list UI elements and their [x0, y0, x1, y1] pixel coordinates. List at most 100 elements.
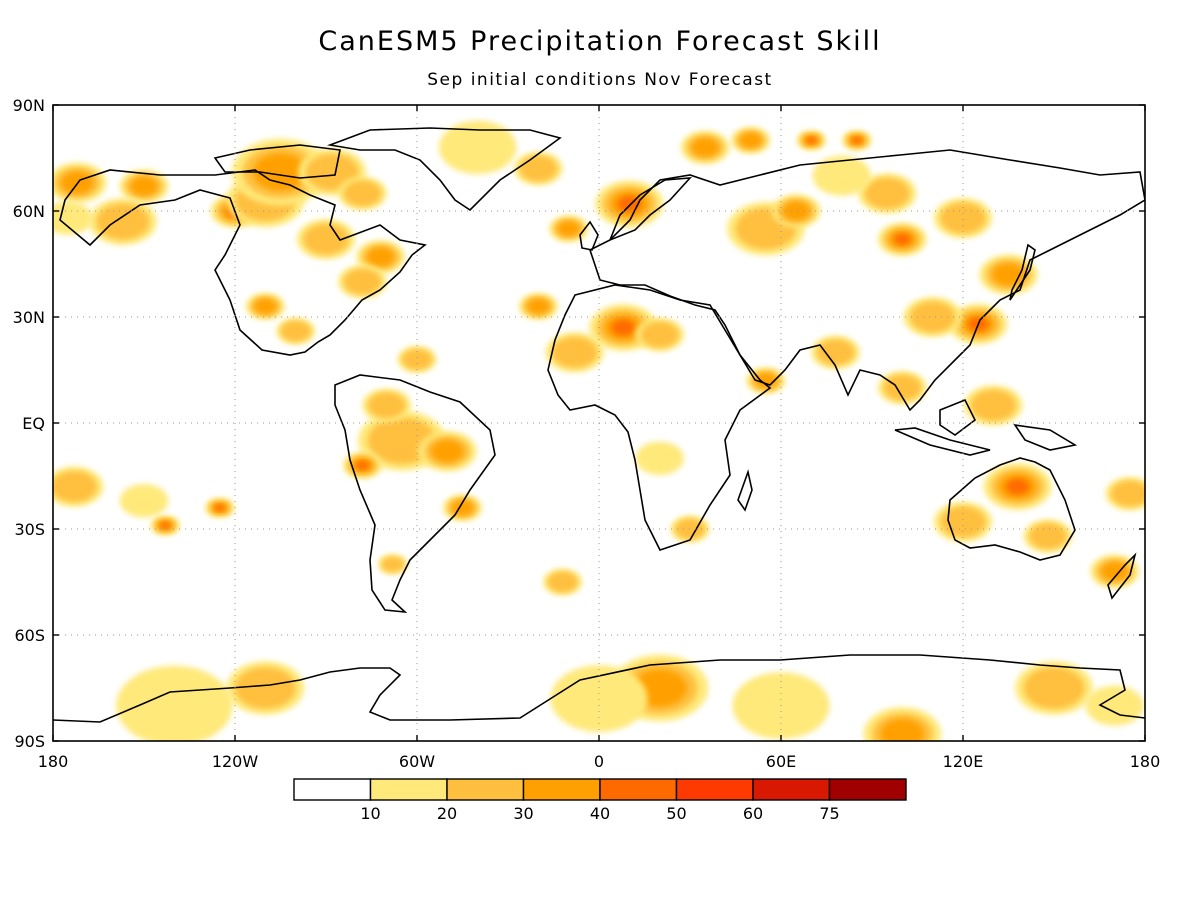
- lon-tick-label: 0: [594, 752, 604, 771]
- skill-patch-51-level-2: [940, 506, 986, 538]
- skill-patch-9-level-2: [303, 223, 349, 255]
- map-subtitle: Sep initial conditions Nov Forecast: [427, 70, 773, 90]
- lat-tick-label: 90S: [14, 732, 45, 751]
- skill-patch-33-level-3: [691, 138, 719, 157]
- coastline-greenland: [326, 127, 562, 212]
- skill-patch-57-level-2: [547, 571, 578, 593]
- skill-patch-15-level-2: [280, 320, 311, 342]
- skill-patch-38-level-3: [782, 201, 810, 221]
- skill-patch-16-level-2: [401, 348, 433, 370]
- skill-patch-12-level-1: [438, 120, 517, 175]
- lat-tick-label: 30S: [14, 520, 45, 539]
- coastline-eurasia: [589, 149, 1145, 412]
- skill-patch-36-level-4: [851, 136, 862, 144]
- skill-patch-11-level-2: [343, 268, 382, 295]
- colorbar-label: 40: [590, 804, 610, 823]
- skill-patch-63-level-3: [880, 718, 925, 741]
- skill-patch-6-level-3: [253, 153, 308, 191]
- colorbar-label: 30: [513, 804, 533, 823]
- lon-tick-label: 60W: [399, 752, 435, 771]
- colorbar-label: 60: [743, 804, 763, 823]
- coastline-uk: [579, 220, 599, 251]
- skill-patch-13-level-2: [519, 155, 558, 182]
- coastline-africa: [547, 284, 772, 551]
- skill-patch-42-level-2: [940, 202, 986, 234]
- colorbar-label: 10: [360, 804, 380, 823]
- skill-patch-30-level-2: [640, 321, 679, 348]
- colorbar-swatch-6: [752, 778, 831, 801]
- skill-patch-48-level-2: [883, 374, 922, 401]
- skill-patch-49-level-2: [970, 389, 1017, 421]
- skill-patch-20-level-4: [355, 460, 370, 470]
- skill-patch-14-level-3: [254, 298, 277, 314]
- skill-patch-23-level-2: [53, 470, 97, 503]
- grid-lines: [53, 105, 1145, 741]
- skill-patch-1-level-3: [130, 176, 158, 196]
- skill-patch-40-level-2: [864, 177, 910, 209]
- coastline-borneo: [939, 398, 977, 436]
- colorbar-swatch-7: [828, 778, 907, 801]
- skill-patch-28-level-4: [611, 319, 635, 336]
- skill-patch-34-level-3: [739, 132, 762, 148]
- coastlines: [53, 127, 1145, 723]
- skill-patch-58-level-1: [116, 665, 233, 741]
- colorbar: 10 20 30 40 50 60 75: [293, 778, 907, 823]
- map-title: CanESM5 Precipitation Forecast Skill: [318, 26, 882, 57]
- skill-patch-18-level-3: [431, 440, 464, 463]
- skill-patch-8-level-2: [343, 180, 382, 207]
- skill-patch-35-level-4: [806, 136, 817, 144]
- skill-patch-3-level-1: [53, 201, 93, 235]
- skill-patch-52-level-2: [1029, 523, 1067, 550]
- skill-patch-29-level-2: [552, 336, 598, 368]
- skill-patch-24-level-1: [119, 484, 169, 518]
- colorbar-swatch-3: [522, 778, 601, 801]
- colorbar-swatch-1: [369, 778, 448, 801]
- lon-tick-label: 60E: [766, 752, 796, 771]
- skill-patch-2-level-2: [96, 203, 150, 240]
- skill-patch-64-level-2: [1023, 667, 1085, 709]
- skill-patch-39-level-4: [894, 233, 911, 245]
- coastline-japan: [1009, 243, 1036, 301]
- colorbar-swatch-5: [675, 778, 754, 801]
- skill-patch-53-level-3: [1101, 562, 1129, 581]
- coastline-new-zealand: [1107, 552, 1137, 600]
- skill-patch-26-level-4: [214, 504, 225, 512]
- lat-tick-label: 90N: [13, 96, 45, 115]
- colorbar-swatch-0: [293, 778, 372, 801]
- coastline-arctic-islands: [213, 144, 341, 179]
- colorbar-label: 20: [437, 804, 457, 823]
- skill-patch-27-level-3: [527, 298, 550, 314]
- lat-tick-label: EQ: [22, 414, 45, 433]
- skill-patch-55-level-1: [635, 441, 684, 476]
- skill-patch-10-level-3: [367, 247, 395, 267]
- coastline-new-guinea: [1013, 423, 1078, 451]
- skill-patch-65-level-1: [1085, 685, 1144, 726]
- colorbar-label: 75: [819, 804, 839, 823]
- skill-patch-41-level-1: [812, 155, 871, 196]
- lon-tick-label: 120W: [212, 752, 259, 771]
- lat-tick-label: 60N: [13, 202, 45, 221]
- skill-patch-54-level-2: [1110, 480, 1145, 507]
- skill-patch-32-level-3: [557, 221, 580, 237]
- coastline-indonesia: [894, 427, 991, 456]
- coastline-north-america: [59, 169, 427, 356]
- coastline-south-america: [334, 374, 496, 614]
- coastline-antarctica: [53, 654, 1145, 723]
- skill-patch-47-level-2: [816, 339, 855, 366]
- coastline-madagascar: [737, 469, 753, 512]
- skill-patch-61-level-1: [550, 665, 648, 732]
- lat-tick-label: 60S: [14, 626, 45, 645]
- skill-patch-19-level-2: [367, 392, 406, 419]
- skill-patch-59-level-2: [235, 667, 296, 709]
- skill-patch-25-level-4: [160, 522, 171, 529]
- lon-tick-label: 180: [1130, 752, 1161, 771]
- colorbar-swatch-2: [446, 778, 525, 801]
- skill-patch-50-level-4: [1006, 478, 1030, 495]
- lon-tick-label: 180: [38, 752, 69, 771]
- skill-patch-22-level-2: [381, 556, 405, 573]
- colorbar-swatch-4: [599, 778, 678, 801]
- skill-patch-45-level-2: [909, 301, 956, 333]
- lat-tick-label: 30N: [13, 308, 45, 327]
